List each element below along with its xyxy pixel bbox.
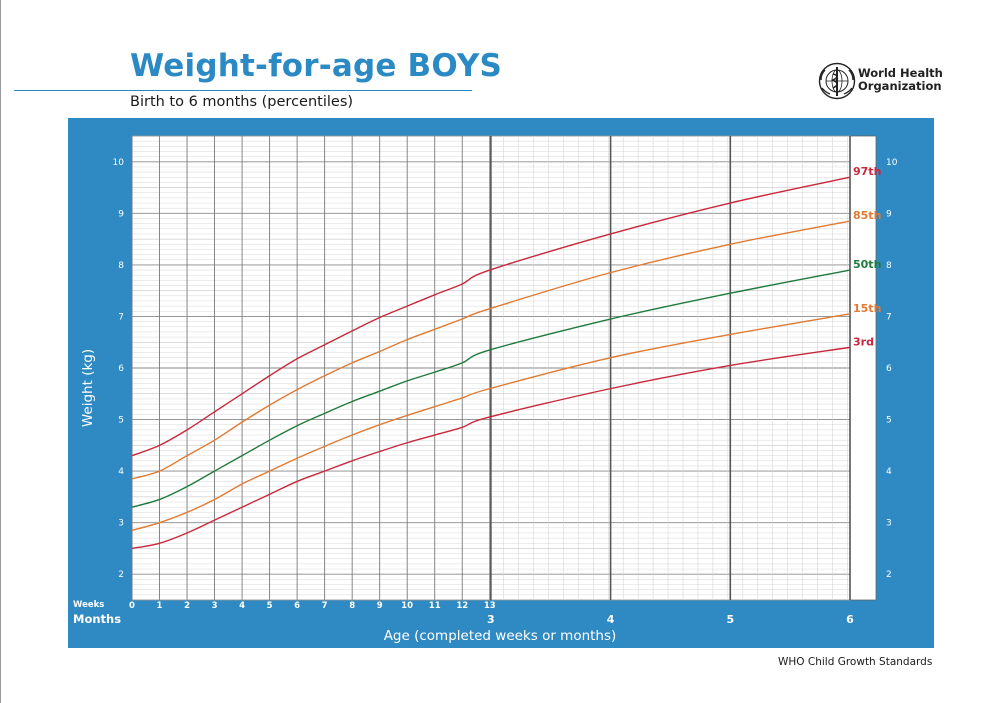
who-logo-line1: World Health xyxy=(858,66,943,80)
y-tick-label-right: 3 xyxy=(886,519,892,529)
percentile-line-15th xyxy=(131,313,851,532)
percentile-label-97th: 97th xyxy=(853,165,881,178)
y-tick-label-left: 8 xyxy=(118,261,124,271)
y-tick-label-left: 7 xyxy=(118,312,124,322)
page-left-border xyxy=(0,0,1,703)
month-tick-label: 5 xyxy=(726,613,734,626)
x-axis-label: Age (completed weeks or months) xyxy=(383,628,617,644)
page-subtitle: Birth to 6 months (percentiles) xyxy=(130,94,354,110)
week-tick-label: 5 xyxy=(267,601,273,611)
weeks-row-label: Weeks xyxy=(73,600,105,610)
y-tick-label-left: 3 xyxy=(118,519,124,529)
y-tick-label-left: 10 xyxy=(113,158,125,168)
y-tick-label-left: 6 xyxy=(118,364,124,374)
y-tick-label-right: 6 xyxy=(886,364,892,374)
y-tick-label-left: 4 xyxy=(118,467,124,477)
week-tick-label: 2 xyxy=(184,601,190,611)
y-tick-label-right: 8 xyxy=(886,261,892,271)
percentile-label-50th: 50th xyxy=(853,258,881,271)
week-tick-label: 9 xyxy=(377,601,383,611)
who-emblem-icon xyxy=(818,62,856,100)
months-row-label: Months xyxy=(73,612,122,626)
month-tick-label: 4 xyxy=(607,613,615,626)
week-tick-label: 13 xyxy=(484,601,496,611)
y-tick-label-right: 7 xyxy=(886,312,892,322)
y-tick-label-right: 4 xyxy=(886,467,892,477)
y-tick-label-right: 2 xyxy=(886,570,892,580)
percentile-line-3rd xyxy=(131,346,851,550)
percentile-line-85th xyxy=(131,220,851,480)
week-tick-label: 0 xyxy=(129,601,135,611)
percentile-line-50th xyxy=(131,269,851,508)
page-title: Weight-for-age BOYS xyxy=(130,48,503,84)
y-axis-label: Weight (kg) xyxy=(80,348,96,428)
footer-credit: WHO Child Growth Standards xyxy=(778,656,933,668)
percentile-labels: 3rd 15th 50th 85th 97th xyxy=(853,165,881,348)
y-tick-label-left: 5 xyxy=(118,416,124,426)
title-rule xyxy=(14,90,472,91)
week-tick-label: 3 xyxy=(212,601,218,611)
y-tick-label-right: 9 xyxy=(886,209,892,219)
week-tick-label: 12 xyxy=(456,601,468,611)
week-tick-label: 10 xyxy=(401,601,413,611)
week-tick-label: 8 xyxy=(349,601,355,611)
week-tick-label: 11 xyxy=(429,601,441,611)
month-gridlines xyxy=(490,136,851,600)
percentile-label-85th: 85th xyxy=(853,209,881,222)
week-gridlines xyxy=(131,136,848,600)
y-tick-label-left: 2 xyxy=(118,570,124,580)
tick-labels: 2 23 34 45 56 67 78 89 910 100 1 2 3 4 5 6 7 8 9 10 11 12 133 4… xyxy=(113,158,898,626)
who-logo-line2: Organization xyxy=(858,79,942,93)
week-tick-label: 1 xyxy=(157,601,163,611)
percentile-line-97th xyxy=(131,176,851,457)
who-logo: World Health Organization xyxy=(818,62,948,102)
percentile-label-3rd: 3rd xyxy=(853,335,874,348)
week-tick-label: 4 xyxy=(239,601,245,611)
week-tick-label: 6 xyxy=(294,601,300,611)
week-tick-label: 7 xyxy=(322,601,328,611)
percentile-lines xyxy=(131,176,851,550)
y-tick-label-right: 5 xyxy=(886,416,892,426)
month-tick-label: 6 xyxy=(846,613,854,626)
y-tick-label-right: 10 xyxy=(886,158,898,168)
y-tick-label-left: 9 xyxy=(118,209,124,219)
month-tick-label: 3 xyxy=(487,613,495,626)
percentile-label-15th: 15th xyxy=(853,302,881,315)
